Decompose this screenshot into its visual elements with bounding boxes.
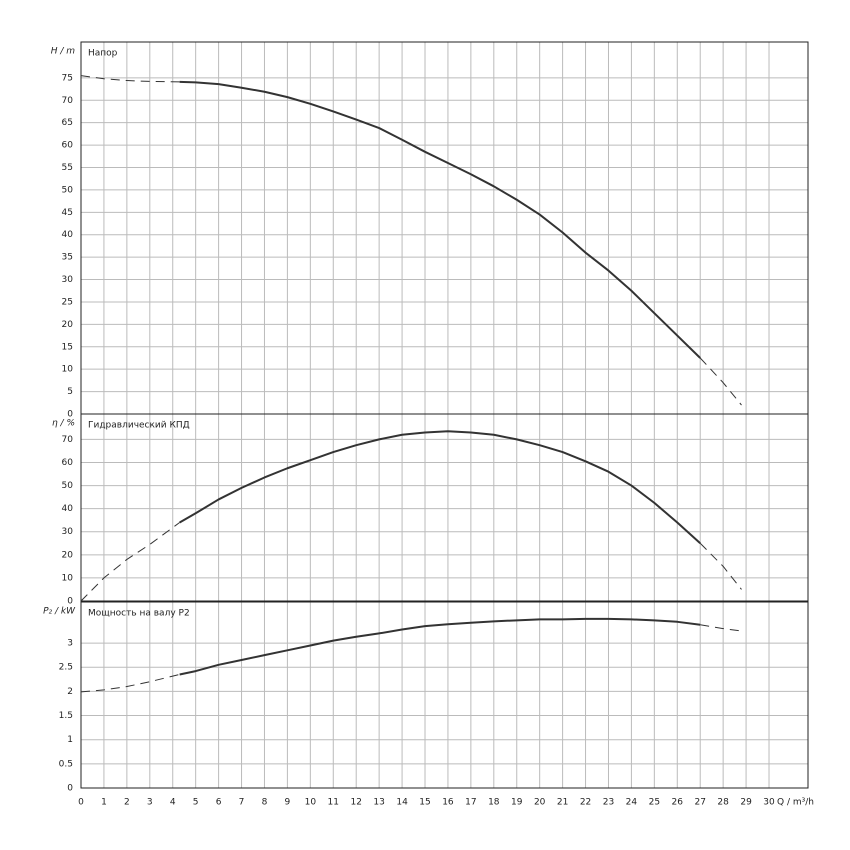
x-tick-label: 19: [511, 798, 523, 808]
x-tick-label: 25: [649, 798, 660, 808]
x-tick-label: 0: [78, 798, 84, 808]
x-tick-label: 11: [328, 798, 339, 808]
x-tick-label: 22: [580, 798, 591, 808]
y-tick-label: 15: [62, 342, 73, 352]
y-tick-label: 50: [62, 185, 74, 195]
y-tick-label: 35: [62, 253, 73, 263]
x-tick-label: 15: [419, 798, 430, 808]
x-tick-label: 13: [373, 798, 384, 808]
y-axis-label: η / %: [52, 419, 75, 429]
y-tick-label: 65: [62, 118, 73, 128]
y-tick-label: 55: [62, 163, 73, 173]
y-axis-label: P₂ / kW: [43, 607, 76, 617]
x-tick-label: 4: [170, 798, 176, 808]
x-tick-label: 29: [740, 798, 752, 808]
y-tick-label: 40: [62, 230, 74, 240]
curve: [80, 624, 742, 693]
y-tick-label: 40: [62, 504, 74, 514]
curve: [179, 430, 701, 545]
y-tick-label: 0.5: [59, 759, 73, 769]
y-tick-label: 0: [67, 784, 73, 794]
x-tick-label: 16: [442, 798, 454, 808]
panel-title: Гидравлический КПД: [88, 421, 190, 431]
y-tick-label: 70: [62, 96, 74, 106]
panel-frame: [80, 601, 809, 789]
x-tick-label: 27: [694, 798, 705, 808]
y-tick-label: 3: [67, 639, 73, 649]
x-tick-label: 18: [488, 798, 500, 808]
y-tick-label: 20: [62, 550, 74, 560]
x-tick-label: 10: [305, 798, 317, 808]
panel-frame: [80, 41, 809, 415]
x-tick-label: 23: [603, 798, 614, 808]
y-tick-label: 75: [62, 73, 73, 83]
x-axis-label: Q / m³/h: [777, 798, 814, 808]
y-axis-label: H / m: [51, 47, 76, 57]
y-tick-label: 10: [62, 365, 74, 375]
y-tick-label: 0: [67, 410, 73, 420]
y-tick-label: 60: [62, 458, 74, 468]
panel-title: Напор: [88, 49, 118, 59]
y-tick-label: 1.5: [59, 711, 73, 721]
x-tick-label: 8: [262, 798, 268, 808]
x-tick-label: 1: [101, 798, 107, 808]
x-tick-label: 26: [672, 798, 684, 808]
y-tick-label: 25: [62, 297, 73, 307]
x-tick-label: 14: [396, 798, 408, 808]
y-tick-label: 10: [62, 573, 74, 583]
y-tick-label: 0: [67, 597, 73, 607]
curve: [179, 80, 701, 359]
x-tick-label: 2: [124, 798, 130, 808]
x-tick-label: 5: [193, 798, 199, 808]
y-tick-label: 45: [62, 208, 73, 218]
x-tick-label: 17: [465, 798, 476, 808]
y-tick-label: 2.5: [59, 663, 73, 673]
y-tick-label: 70: [62, 435, 74, 445]
curve: [80, 522, 742, 602]
y-tick-label: 2: [67, 687, 73, 697]
y-tick-label: 20: [62, 320, 74, 330]
y-tick-label: 5: [67, 387, 73, 397]
x-tick-label: 3: [147, 798, 153, 808]
y-tick-label: 60: [62, 141, 74, 151]
y-tick-label: 30: [62, 275, 74, 285]
x-tick-label: 21: [557, 798, 568, 808]
y-tick-label: 50: [62, 481, 74, 491]
x-tick-label: 24: [626, 798, 638, 808]
panel-title: Мощность на валу P2: [88, 609, 190, 619]
x-tick-label: 7: [239, 798, 245, 808]
panel-frame: [80, 413, 809, 602]
x-tick-label: 20: [534, 798, 546, 808]
x-tick-label: 30: [763, 798, 775, 808]
y-tick-label: 1: [67, 735, 73, 745]
x-tick-label: 6: [216, 798, 222, 808]
curve: [80, 75, 742, 406]
x-tick-label: 28: [717, 798, 729, 808]
y-tick-label: 30: [62, 527, 74, 537]
x-tick-label: 9: [285, 798, 291, 808]
x-tick-label: 12: [350, 798, 361, 808]
curve: [179, 617, 701, 676]
